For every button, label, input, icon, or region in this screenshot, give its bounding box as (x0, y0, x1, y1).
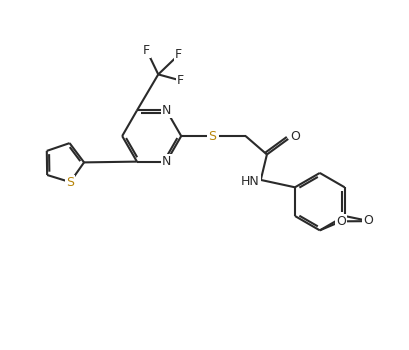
Text: S: S (66, 176, 74, 189)
Text: F: F (175, 48, 182, 61)
Text: N: N (162, 104, 171, 117)
Text: O: O (335, 215, 345, 228)
Text: F: F (177, 74, 184, 87)
Text: N: N (162, 155, 171, 168)
Text: O: O (363, 215, 373, 228)
Text: O: O (290, 130, 300, 143)
Text: S: S (207, 130, 216, 142)
Text: HN: HN (240, 175, 259, 188)
Text: F: F (143, 44, 150, 57)
